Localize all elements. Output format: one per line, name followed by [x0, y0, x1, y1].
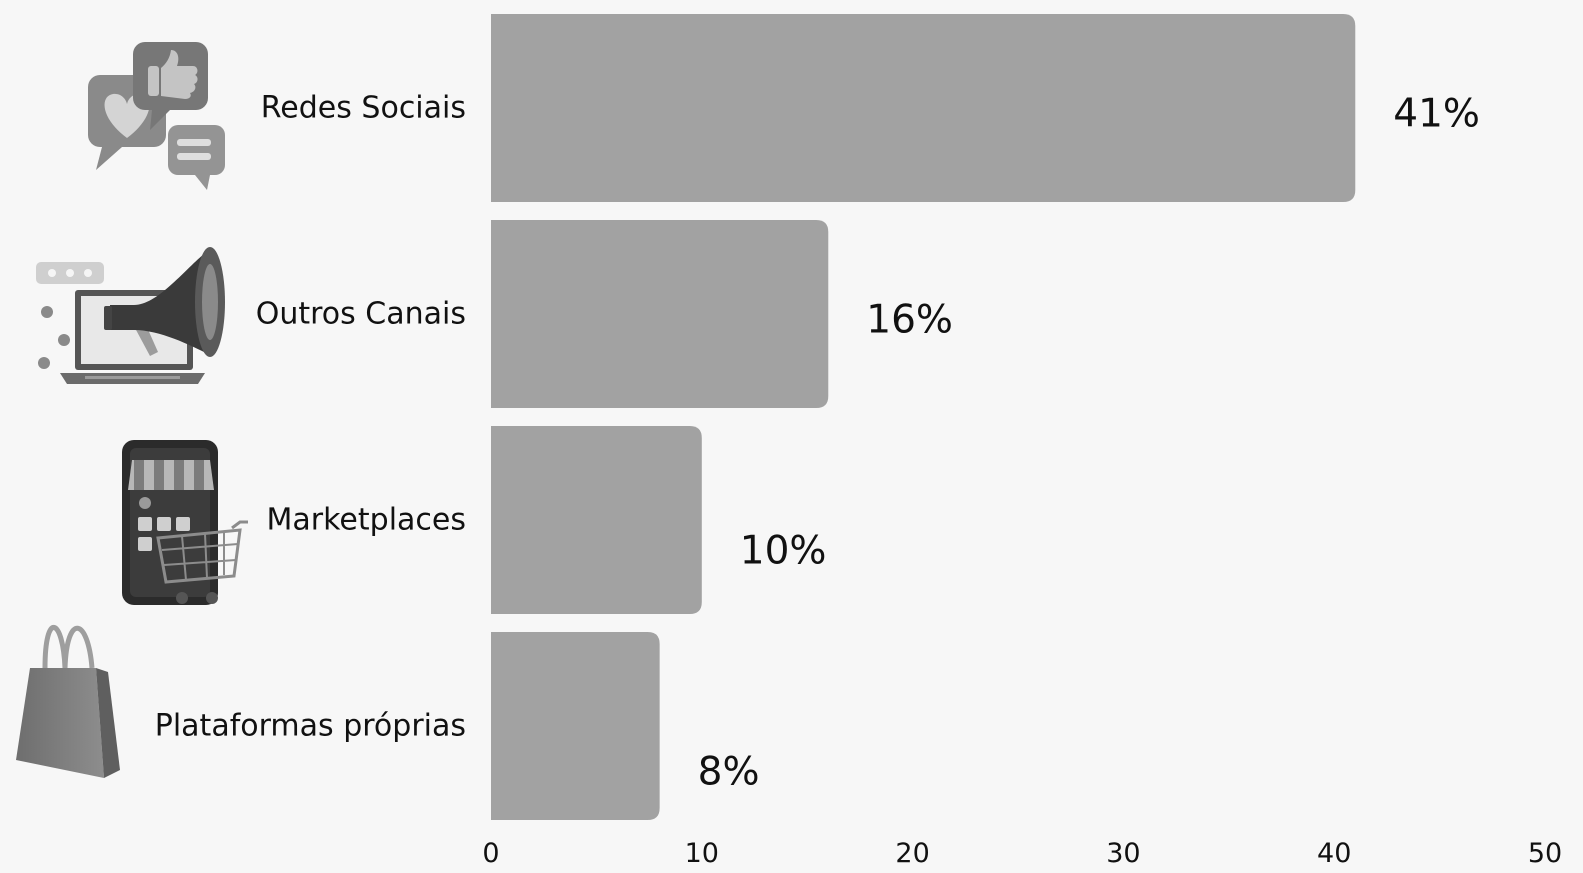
x-tick-label: 10: [685, 838, 719, 869]
x-tick-label: 30: [1106, 838, 1140, 869]
social-media-icon: [88, 42, 225, 190]
value-label-redes-sociais: 41%: [1393, 92, 1480, 137]
value-label-outros-canais: 16%: [866, 298, 953, 343]
category-label-plataformas-proprias: Plataformas próprias: [155, 709, 466, 744]
category-label-outros-canais: Outros Canais: [256, 297, 466, 332]
x-axis: 0 10 20 30 40 50: [482, 838, 1562, 869]
value-label-marketplaces: 10%: [740, 529, 827, 574]
labels-layer: Redes Sociais 41% Outros Canais 16% Marketpl…: [155, 91, 1480, 795]
megaphone-laptop-icon: [36, 247, 225, 384]
bar-plataformas-proprias: [491, 632, 660, 820]
value-label-plataformas-proprias: 8%: [698, 750, 760, 795]
bars-layer: [491, 14, 1356, 820]
shopping-bag-icon: [16, 625, 120, 778]
x-tick-label: 20: [895, 838, 929, 869]
bar-marketplaces: [491, 426, 702, 614]
x-tick-label: 40: [1317, 838, 1351, 869]
bar-outros-canais: [491, 220, 829, 408]
category-label-redes-sociais: Redes Sociais: [261, 91, 466, 126]
x-tick-label: 50: [1528, 838, 1562, 869]
category-label-marketplaces: Marketplaces: [267, 503, 466, 538]
smartphone-store-icon: [122, 440, 248, 605]
bar-redes-sociais: [491, 14, 1356, 202]
x-tick-label: 0: [482, 838, 499, 869]
